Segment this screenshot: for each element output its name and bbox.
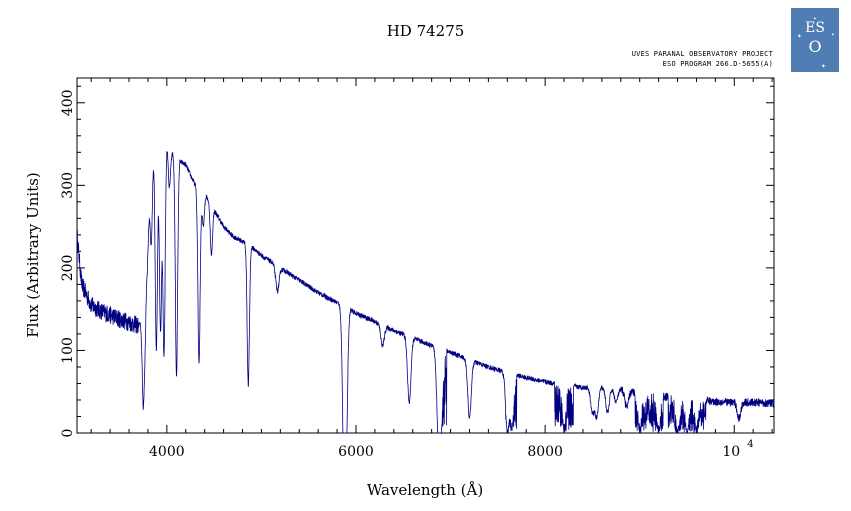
eso-logo-icon: ES O ✦ ✦ ✦ ✦ — [791, 8, 839, 72]
spectrum-series — [76, 151, 775, 435]
y-tick-label: 100 — [60, 337, 76, 364]
plot-frame — [76, 77, 775, 434]
y-axis-label: Flux (Arbitrary Units) — [24, 172, 42, 338]
y-tick-label: 400 — [60, 89, 76, 116]
svg-text:ES: ES — [805, 20, 825, 36]
project-line-2: ESO PROGRAM 266.D-5655(A) — [662, 60, 773, 68]
y-tick-label: 0 — [60, 429, 76, 438]
x-tick-label: 8000 — [527, 444, 563, 460]
svg-text:O: O — [808, 37, 821, 56]
svg-text:✦: ✦ — [813, 15, 817, 22]
svg-text:✦: ✦ — [797, 31, 802, 40]
y-tick-label: 200 — [60, 255, 76, 282]
x-axis: 4000 6000 8000 10 4 — [90, 78, 773, 460]
x-tick-label: 4000 — [149, 444, 185, 460]
x-tick-label-power: 10 — [722, 444, 740, 460]
y-tick-label: 300 — [60, 172, 76, 199]
svg-text:✦: ✦ — [821, 61, 826, 70]
y-axis: 0 100 200 300 400 — [60, 85, 774, 438]
spectrum-line — [76, 151, 775, 435]
x-tick-exponent: 4 — [747, 439, 753, 450]
chart-title: HD 74275 — [386, 22, 465, 40]
x-axis-label: Wavelength (Å) — [367, 481, 483, 499]
project-line-1: UVES PARANAL OBSERVATORY PROJECT — [631, 50, 773, 58]
svg-text:✦: ✦ — [831, 31, 835, 38]
x-tick-label: 6000 — [338, 444, 374, 460]
